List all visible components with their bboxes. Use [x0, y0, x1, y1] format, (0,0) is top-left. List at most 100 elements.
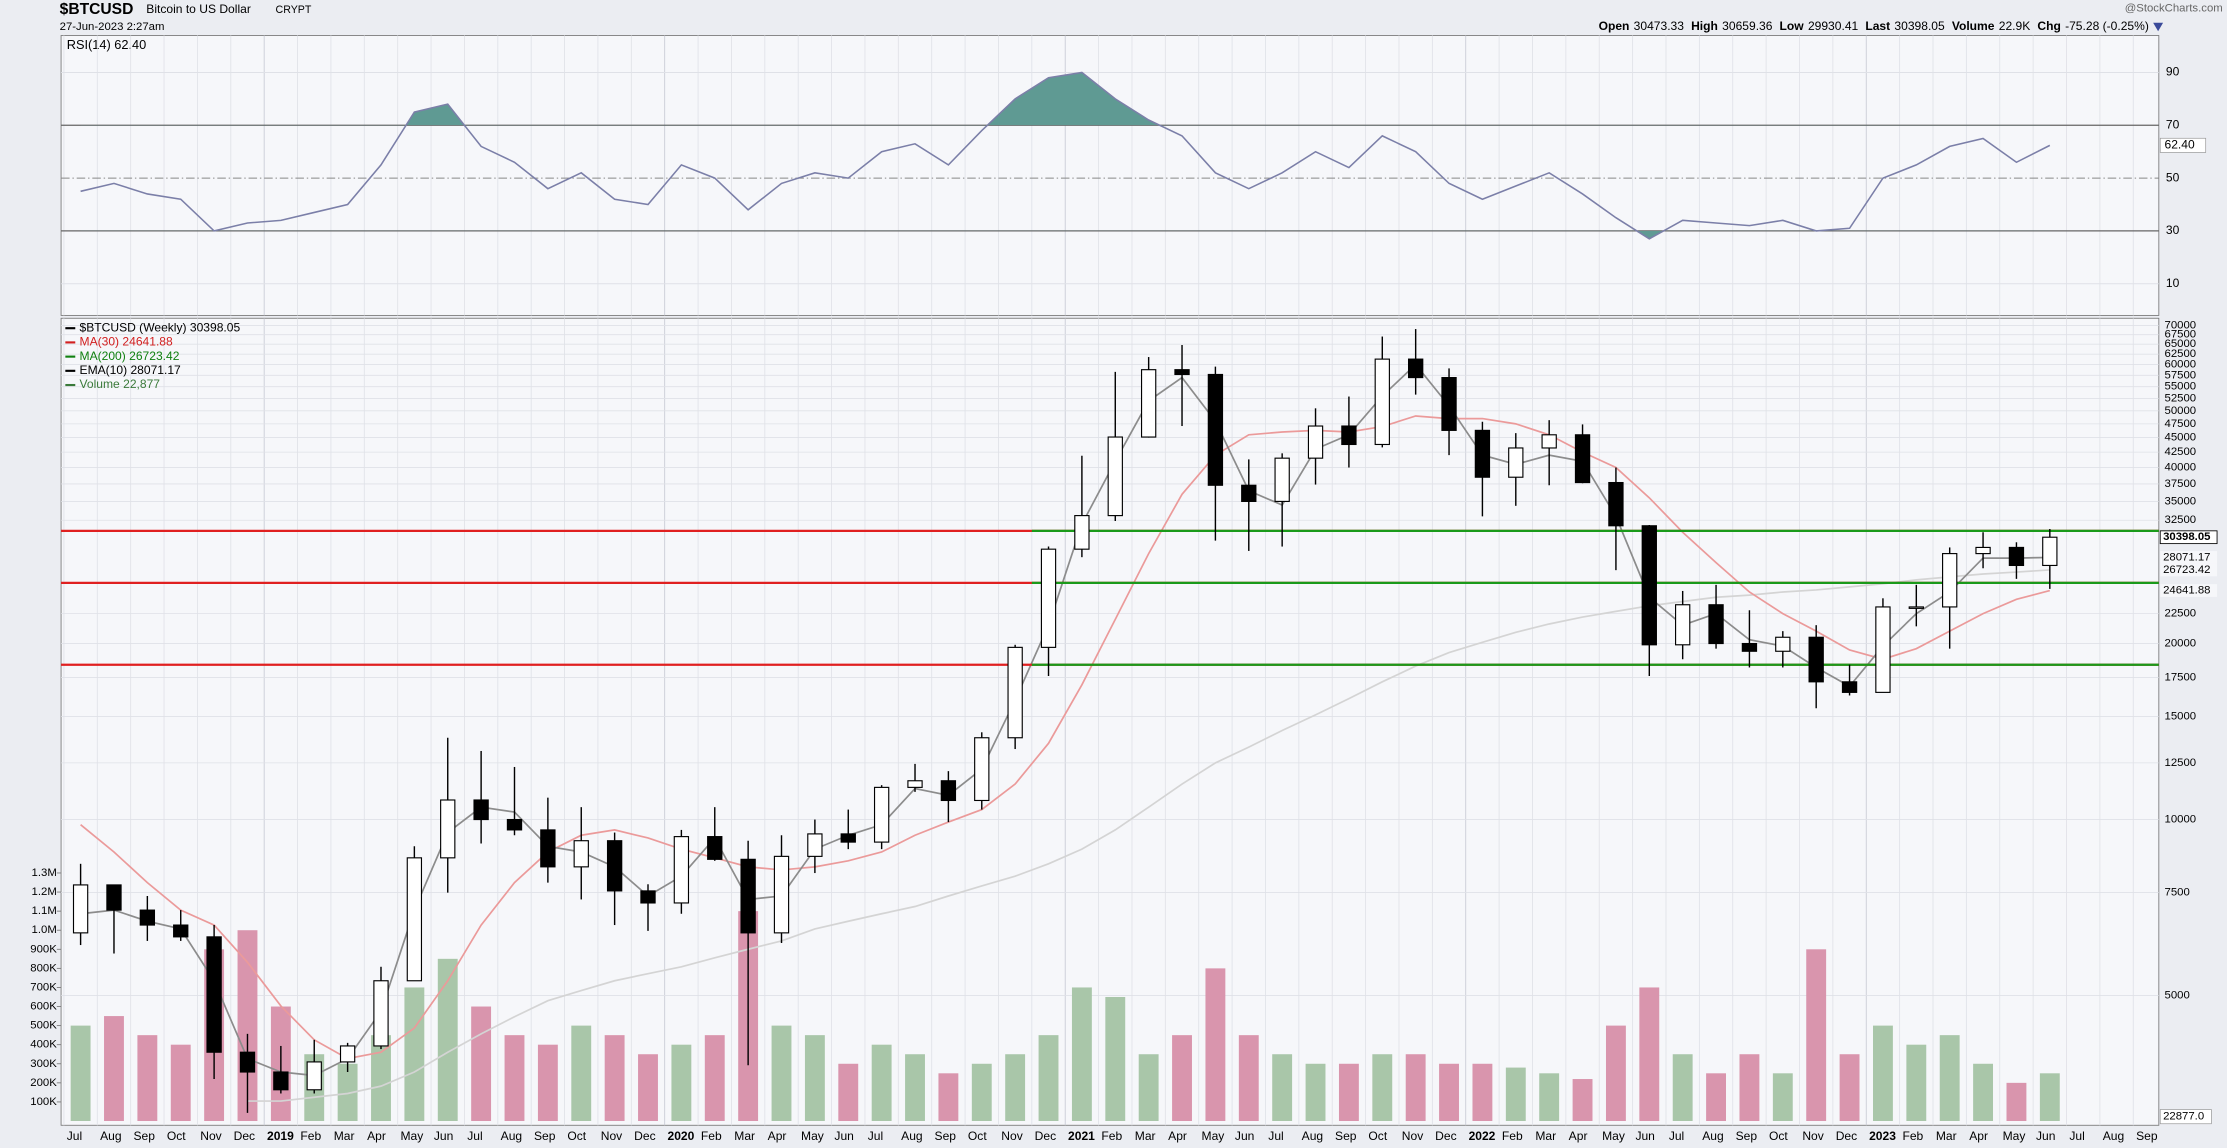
candle-body	[506, 818, 523, 831]
rsi-tick-label: 30	[2166, 223, 2180, 237]
legend-entry: EMA(10) 28071.17	[80, 363, 182, 377]
volume-last-label: 22877.0	[2163, 1111, 2204, 1123]
x-tick-label: Feb	[1101, 1129, 1122, 1143]
y-tick-label: 62500	[2165, 348, 2197, 360]
volume-bar	[1539, 1073, 1560, 1122]
x-tick-label: Jun	[1635, 1129, 1654, 1143]
y-tick-label: 52500	[2165, 392, 2197, 404]
volume-bar	[1205, 968, 1226, 1122]
y-tick-label: 15000	[2165, 711, 2197, 723]
source: @StockCharts.com	[2125, 3, 2223, 15]
candle-body	[1174, 369, 1190, 376]
y-tick-label: 10000	[2165, 814, 2197, 826]
candle-body	[1574, 434, 1591, 484]
quote-value: 29930.41	[1808, 19, 1859, 33]
volume-bar	[237, 930, 258, 1122]
x-tick-label: Aug	[2103, 1129, 2124, 1143]
x-tick-label: Oct	[968, 1129, 987, 1143]
x-tick-label: Jun	[834, 1129, 853, 1143]
ma200-line	[247, 569, 2050, 1102]
rsi-overbought-fill	[406, 72, 1160, 126]
y-tick-label: 45000	[2165, 432, 2197, 444]
candle-body	[473, 799, 489, 821]
date: 27-Jun-2023 2:27am	[60, 21, 165, 33]
last-label-box	[2160, 563, 2218, 577]
volume-bar	[838, 1063, 859, 1122]
y-tick-label: 37500	[2165, 478, 2197, 490]
x-tick-label: Sep	[534, 1129, 556, 1143]
last-label: 28071.17	[2163, 551, 2210, 563]
legend-entry: $BTCUSD (Weekly) 30398.05	[80, 320, 241, 334]
volume-bar	[437, 958, 458, 1122]
candle-body	[440, 799, 456, 859]
candle-body	[2042, 536, 2058, 567]
candle-body	[606, 840, 623, 892]
volume-bar	[1439, 1063, 1459, 1122]
last-label: 26723.42	[2163, 564, 2210, 576]
candle-body	[139, 909, 156, 926]
x-tick-label: Nov	[601, 1129, 622, 1143]
x-tick-label: May	[2003, 1129, 2026, 1143]
rsi-title: RSI(14) 62.40	[67, 37, 146, 52]
candle-body	[1207, 373, 1224, 486]
candle-body	[1875, 606, 1891, 693]
candle-body	[1341, 425, 1357, 446]
x-tick-label: Oct	[1769, 1129, 1788, 1143]
x-tick-label: Mar	[1535, 1129, 1556, 1143]
candle-body	[1241, 484, 1257, 502]
candle-body	[1374, 358, 1390, 446]
volume-bar	[604, 1035, 625, 1122]
x-tick-label: Oct	[567, 1129, 586, 1143]
rsi-line	[80, 71, 2051, 240]
volume-bar	[1405, 1054, 1426, 1122]
x-tick-label: Aug	[100, 1129, 121, 1143]
y-tick-label: 55000	[2165, 381, 2197, 393]
volume-bar	[1572, 1079, 1593, 1122]
x-tick-label: Dec	[1435, 1129, 1456, 1143]
x-tick-label: Jun	[434, 1129, 453, 1143]
x-tick-label: Sep	[1736, 1129, 1758, 1143]
volume-bar	[1939, 1035, 1960, 1122]
volume-bar	[371, 1035, 391, 1122]
candle-body	[206, 936, 222, 1053]
y-tick-label: 70000	[2165, 319, 2197, 331]
candle-body	[1541, 434, 1557, 449]
candle-body	[807, 833, 823, 857]
x-tick-label: Nov	[1802, 1129, 1823, 1143]
candle-body	[1942, 553, 1958, 608]
x-tick-label: Dec	[1035, 1129, 1056, 1143]
volume-bar	[2039, 1073, 2060, 1122]
volume-tick-label: 200K	[30, 1077, 57, 1089]
candle-body	[640, 890, 656, 904]
y-tick-label: 40000	[2165, 462, 2197, 474]
rsi-tick-label: 50	[2166, 170, 2180, 184]
quote-value: 30473.33	[1634, 19, 1685, 33]
rsi-tick-label: 10	[2166, 276, 2180, 290]
x-tick-label: Oct	[1368, 1129, 1387, 1143]
volume-tick-label: 400K	[30, 1039, 57, 1051]
x-tick-label: Jul	[467, 1129, 482, 1143]
volume-tick-label: 500K	[30, 1020, 57, 1032]
x-tick-label: Jun	[1235, 1129, 1254, 1143]
volume-tick-label: 1.3M	[32, 867, 57, 879]
x-tick-label: Apr	[367, 1129, 386, 1143]
candle-body	[306, 1061, 322, 1091]
x-tick-label: Nov	[1001, 1129, 1022, 1143]
y-tick-label: 60000	[2165, 359, 2197, 371]
volume-tick-label: 900K	[30, 943, 57, 955]
candle-body	[1040, 548, 1057, 648]
volume-bar	[871, 1044, 892, 1122]
x-tick-label: Mar	[1135, 1129, 1156, 1143]
volume-bar	[1672, 1054, 1693, 1122]
rsi-tick-label: 90	[2166, 65, 2180, 79]
volume-tick-label: 1.2M	[32, 886, 57, 898]
x-tick-label: Mar	[1936, 1129, 1957, 1143]
volume-bar	[70, 1025, 91, 1122]
x-tick-label: Aug	[1702, 1129, 1723, 1143]
volume-tick-label: 600K	[30, 1001, 57, 1013]
volume-bar	[1138, 1054, 1159, 1122]
volume-bar	[504, 1035, 525, 1122]
quote-label: Last	[1865, 19, 1890, 33]
quote-value: 30659.36	[1722, 19, 1773, 33]
candle-body	[907, 780, 923, 788]
